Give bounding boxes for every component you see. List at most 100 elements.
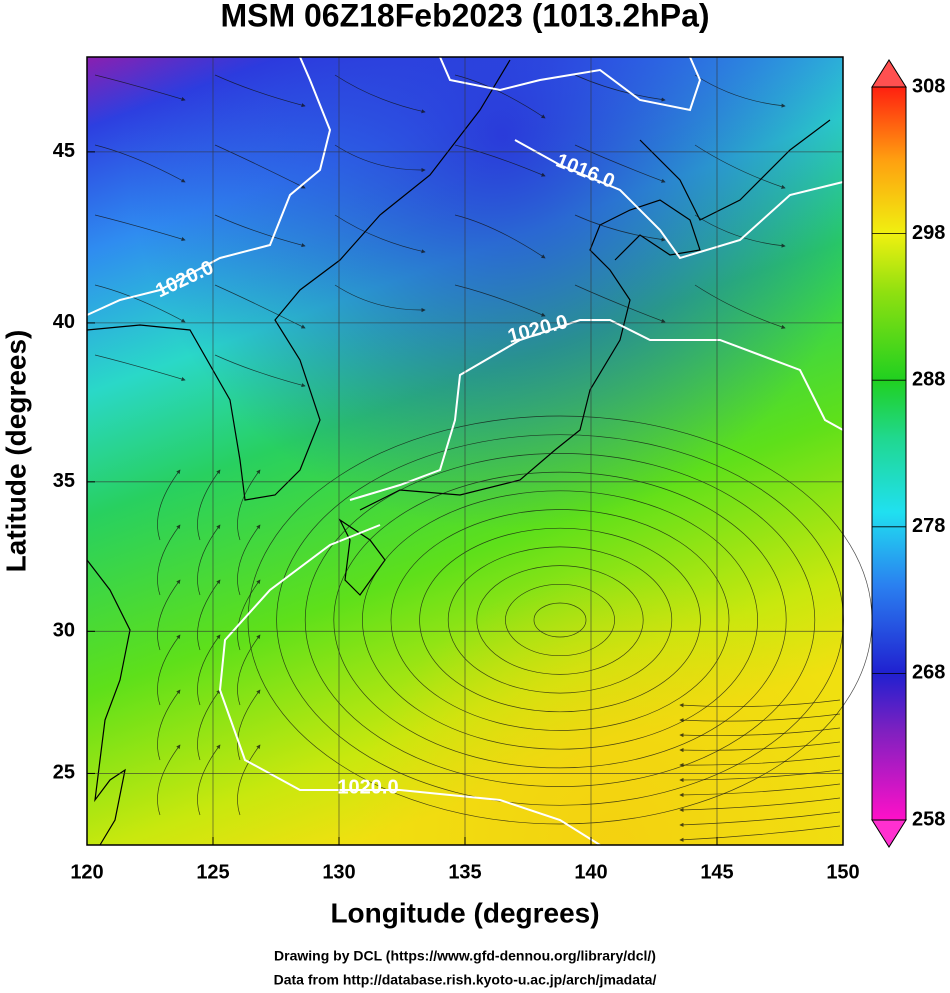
isobar xyxy=(514,139,844,260)
streamline xyxy=(679,811,841,827)
x-tick-label: 125 xyxy=(196,861,229,883)
contour-label: 1020.0 xyxy=(337,776,398,798)
x-axis-label: Longitude (degrees) xyxy=(330,897,599,928)
isobar xyxy=(86,56,332,316)
streamline xyxy=(94,74,186,102)
colorbar-extend-min xyxy=(871,819,907,848)
streamline xyxy=(157,469,181,541)
streamline xyxy=(679,825,841,842)
plot-area: 1016.0 1020.0 1020.0 1020.0 xyxy=(86,56,873,846)
streamline xyxy=(94,284,186,323)
streamline xyxy=(197,469,221,541)
title: MSM 06Z18Feb2023 (1013.2hPa) xyxy=(220,0,709,33)
streamline xyxy=(214,214,306,248)
streamline xyxy=(476,565,644,675)
streamline xyxy=(237,469,261,541)
colorbar-tick-label: 298 xyxy=(912,222,945,244)
colorbar-scale xyxy=(871,86,907,821)
streamline xyxy=(574,214,666,242)
isobar xyxy=(218,524,601,846)
streamlines xyxy=(94,74,873,842)
y-tick-label: 40 xyxy=(53,311,75,333)
streamline xyxy=(333,471,787,769)
streamline xyxy=(694,144,786,189)
streamline xyxy=(679,755,841,768)
streamline xyxy=(334,284,426,313)
coastline xyxy=(86,59,511,501)
streamline xyxy=(694,214,786,248)
streamline xyxy=(679,699,841,708)
streamline xyxy=(94,214,186,242)
credit: Drawing by DCL (https://www.gfd-dennou.o… xyxy=(274,948,656,964)
streamline xyxy=(454,284,546,317)
streamline xyxy=(390,509,730,731)
y-tick-label: 35 xyxy=(53,470,75,492)
streamline xyxy=(533,602,587,638)
isobar xyxy=(439,56,702,112)
colorbar-tick-label: 288 xyxy=(912,368,945,390)
colorbar-tick-label: 278 xyxy=(912,515,945,537)
y-tick-label: 45 xyxy=(53,140,75,162)
streamline xyxy=(197,689,221,761)
streamline xyxy=(419,527,701,713)
streamline xyxy=(94,354,186,382)
streamline xyxy=(454,74,546,119)
streamline xyxy=(197,524,221,596)
contours xyxy=(86,56,844,846)
streamline xyxy=(362,490,758,750)
streamline xyxy=(574,144,666,183)
streamline xyxy=(94,144,186,183)
streamline xyxy=(304,453,816,787)
streamline xyxy=(157,524,181,596)
colorbar-tick-label: 258 xyxy=(912,808,945,830)
x-tick-label: 145 xyxy=(700,861,733,883)
streamline xyxy=(157,634,181,706)
streamline xyxy=(505,583,615,657)
streamline xyxy=(157,579,181,651)
streamline xyxy=(679,741,841,753)
y-tick-label: 30 xyxy=(53,620,75,642)
streamline xyxy=(237,689,261,761)
x-tick-label: 135 xyxy=(448,861,481,883)
streamline xyxy=(679,769,841,783)
streamline xyxy=(574,284,666,323)
x-tick-label: 150 xyxy=(826,861,859,883)
streamline xyxy=(679,713,841,723)
streamline xyxy=(214,74,306,108)
streamline xyxy=(237,634,261,706)
x-tick-label: 130 xyxy=(322,861,355,883)
isobar xyxy=(349,319,844,501)
streamline xyxy=(237,579,261,651)
streamline xyxy=(574,74,666,102)
streamline xyxy=(157,689,181,761)
streamline xyxy=(197,579,221,651)
streamline xyxy=(157,744,181,816)
y-axis-label: Latitude (degrees) xyxy=(0,330,31,573)
streamline xyxy=(679,727,841,738)
x-tick-label: 140 xyxy=(574,861,607,883)
streamline xyxy=(334,74,426,114)
streamline xyxy=(334,214,426,254)
streamline xyxy=(679,783,841,798)
streamline xyxy=(334,144,426,173)
colorbar-extend-max xyxy=(871,59,907,88)
streamline xyxy=(214,144,306,189)
streamline xyxy=(694,74,786,108)
colorbar-tick-label: 268 xyxy=(912,662,945,684)
credit: Data from http://database.rish.kyoto-u.a… xyxy=(274,972,657,988)
streamline xyxy=(237,744,261,816)
streamline xyxy=(694,284,786,329)
colorbar-tick-label: 308 xyxy=(912,75,945,97)
streamline xyxy=(454,214,546,259)
streamline xyxy=(197,744,221,816)
coastline xyxy=(359,199,701,511)
streamline xyxy=(447,546,673,694)
y-tick-label: 25 xyxy=(53,762,75,784)
streamline xyxy=(454,144,546,177)
streamline xyxy=(237,524,261,596)
streamline xyxy=(679,797,841,813)
colorbar xyxy=(871,59,907,848)
coastline xyxy=(639,119,831,221)
coastline xyxy=(86,559,131,846)
